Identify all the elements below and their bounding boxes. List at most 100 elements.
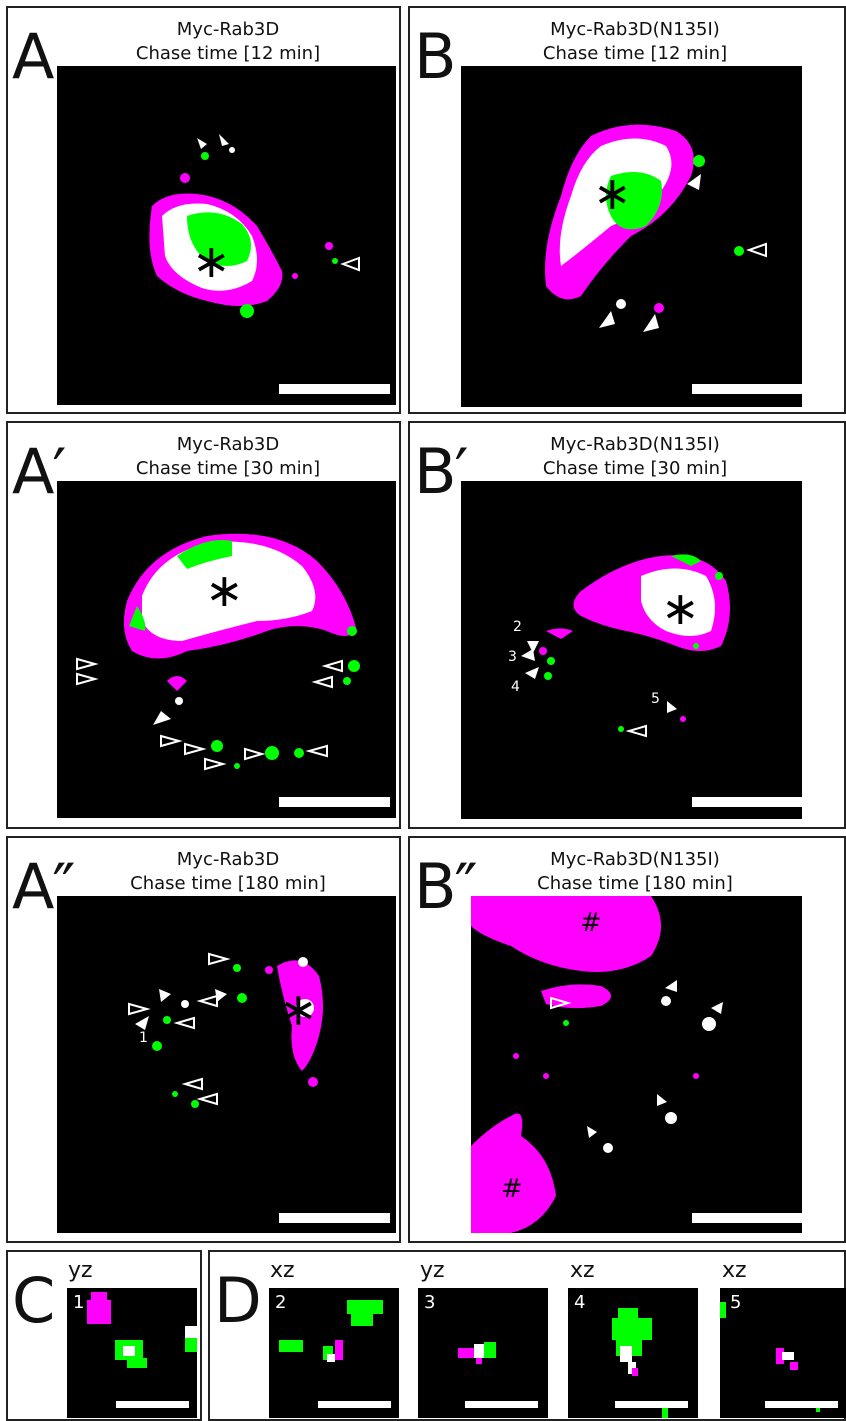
open-arrowhead <box>181 1077 203 1091</box>
panel-a: A Myc-Rab3D Chase time [12 min] ∗ <box>6 6 401 414</box>
filled-arrowhead <box>197 138 207 149</box>
filled-arrowhead <box>711 1002 723 1014</box>
filled-arrowhead <box>599 311 615 328</box>
orientation-label: xz <box>722 1258 747 1283</box>
orthogonal-view: 4 <box>568 1288 698 1418</box>
voxel-image <box>279 1300 383 1362</box>
orientation-label: yz <box>68 1258 93 1283</box>
chase-time-label: Chase time [12 min] <box>542 43 728 64</box>
orthogonal-view: 5 <box>720 1288 846 1418</box>
panel-title: Myc-Rab3D(N135I) Chase time [12 min] <box>510 18 760 66</box>
filled-arrowhead <box>687 174 701 190</box>
voxel-image <box>612 1308 668 1418</box>
construct-label: Myc-Rab3D(N135I) <box>550 19 720 40</box>
construct-label: Myc-Rab3D(N135I) <box>550 849 720 870</box>
open-arrowhead <box>550 996 572 1010</box>
filled-arrowhead <box>525 667 539 679</box>
view-number: 3 <box>424 1292 436 1313</box>
filled-arrowhead <box>153 711 171 725</box>
magenta-region <box>277 960 323 1071</box>
view-number: 2 <box>275 1292 287 1313</box>
voxel-image <box>87 1292 197 1368</box>
panel-d: D xz 2 yz 3 xz <box>208 1250 846 1421</box>
scale-bar <box>692 797 802 807</box>
open-arrowhead <box>76 672 99 686</box>
scale-bar <box>692 1213 802 1223</box>
micrograph: 1 ∗ <box>57 896 396 1233</box>
filled-arrowhead <box>657 1094 667 1106</box>
orientation-label: xz <box>570 1258 595 1283</box>
magenta-region <box>471 896 661 972</box>
orientation-label: yz <box>420 1258 445 1283</box>
open-arrowhead <box>160 734 183 748</box>
asterisk-marker: ∗ <box>192 234 231 288</box>
construct-label: Myc-Rab3D <box>176 19 280 40</box>
open-arrowhead <box>305 744 328 758</box>
construct-label: Myc-Rab3D <box>176 434 280 455</box>
scale-bar <box>692 384 802 394</box>
panel-letter: B″ <box>414 850 478 923</box>
cell-image <box>128 952 323 1108</box>
chase-time-label: Chase time [30 min] <box>135 458 321 479</box>
asterisk-marker: ∗ <box>593 166 632 220</box>
filled-arrowhead <box>527 641 539 653</box>
open-arrowhead <box>244 747 266 761</box>
panel-letter: C <box>12 1264 55 1337</box>
panel-letter: B′ <box>414 435 469 508</box>
hash-marker: # <box>501 1174 523 1204</box>
view-number: 4 <box>574 1292 586 1313</box>
label-2: 2 <box>513 619 522 635</box>
panel-a-double-prime: A″ Myc-Rab3D Chase time [180 min] <box>6 836 401 1243</box>
open-arrowhead <box>204 757 227 771</box>
scale-bar <box>615 1401 688 1408</box>
open-arrowhead <box>208 952 231 966</box>
panel-letter: A <box>12 20 54 93</box>
panel-title: Myc-Rab3D Chase time [12 min] <box>108 18 348 66</box>
orthogonal-view: 2 <box>269 1288 399 1418</box>
label-4: 4 <box>511 679 520 695</box>
scale-bar <box>279 384 390 394</box>
hash-marker: # <box>580 908 602 938</box>
filled-arrowhead <box>587 1126 597 1138</box>
open-arrowhead <box>745 242 767 258</box>
panel-letter: B <box>414 20 457 93</box>
cell-image <box>76 533 360 771</box>
panel-letter: D <box>214 1264 262 1337</box>
open-arrowhead <box>625 724 647 738</box>
panel-title: Myc-Rab3D Chase time [180 min] <box>108 848 348 896</box>
open-arrowhead <box>128 1002 151 1016</box>
filled-arrowhead <box>219 134 229 146</box>
asterisk-marker: ∗ <box>205 563 244 617</box>
view-number: 1 <box>73 1292 85 1313</box>
asterisk-marker: ∗ <box>661 581 700 635</box>
filled-arrowhead <box>665 980 677 992</box>
panel-title: Myc-Rab3D(N135I) Chase time [30 min] <box>510 433 760 481</box>
panel-title: Myc-Rab3D(N135I) Chase time [180 min] <box>510 848 760 896</box>
voxel-image <box>458 1342 496 1364</box>
cell-image <box>149 134 360 318</box>
open-arrowhead <box>173 1016 195 1030</box>
micrograph: ∗ <box>57 66 396 405</box>
cell-image <box>471 896 723 1233</box>
white-region <box>641 568 715 636</box>
scale-bar <box>279 797 390 807</box>
filled-arrowhead <box>159 989 171 1002</box>
open-arrowhead <box>196 994 218 1008</box>
orthogonal-view: 1 <box>67 1288 197 1418</box>
green-region <box>606 172 662 230</box>
panel-b: B Myc-Rab3D(N135I) Chase time [12 min] ∗ <box>408 6 846 414</box>
open-arrowhead <box>340 256 360 272</box>
asterisk-marker: ∗ <box>279 982 318 1036</box>
scale-bar <box>465 1401 538 1408</box>
construct-label: Myc-Rab3D <box>176 849 280 870</box>
construct-label: Myc-Rab3D(N135I) <box>550 434 720 455</box>
label-1: 1 <box>139 1030 148 1046</box>
panel-a-prime: A′ Myc-Rab3D Chase time [30 min] <box>6 421 401 829</box>
panel-b-double-prime: B″ Myc-Rab3D(N135I) Chase time [180 min]… <box>408 836 846 1243</box>
orthogonal-view: 3 <box>418 1288 548 1418</box>
chase-time-label: Chase time [180 min] <box>130 873 326 894</box>
orientation-label: xz <box>270 1258 295 1283</box>
open-arrowhead <box>184 742 207 756</box>
green-region <box>187 212 251 266</box>
open-arrowhead <box>76 657 99 671</box>
